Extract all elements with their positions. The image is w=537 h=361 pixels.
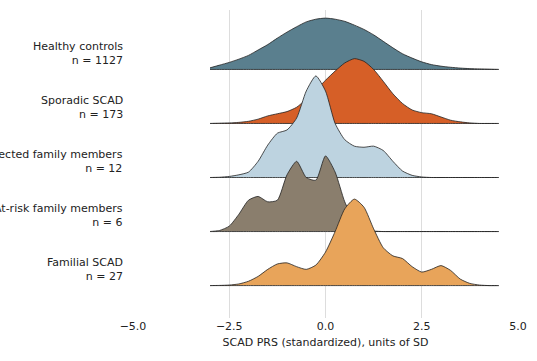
svg-text:2.5: 2.5 <box>413 320 431 333</box>
svg-text:0.0: 0.0 <box>317 320 335 333</box>
svg-text:Unaffected family membersn = 1: Unaffected family membersn = 12 <box>0 148 123 175</box>
svg-text:SCAD PRS (standardized), units: SCAD PRS (standardized), units of SD <box>223 336 429 349</box>
svg-text:Sporadic SCADn = 173: Sporadic SCADn = 173 <box>41 94 123 121</box>
svg-text:At-risk family membersn = 6: At-risk family membersn = 6 <box>0 202 123 229</box>
svg-text:−5.0: −5.0 <box>120 320 147 333</box>
svg-text:Familial SCADn = 27: Familial SCADn = 27 <box>47 256 123 283</box>
svg-text:5.0: 5.0 <box>509 320 527 333</box>
svg-text:Healthy controlsn = 1127: Healthy controlsn = 1127 <box>33 40 123 67</box>
svg-text:−2.5: −2.5 <box>216 320 243 333</box>
